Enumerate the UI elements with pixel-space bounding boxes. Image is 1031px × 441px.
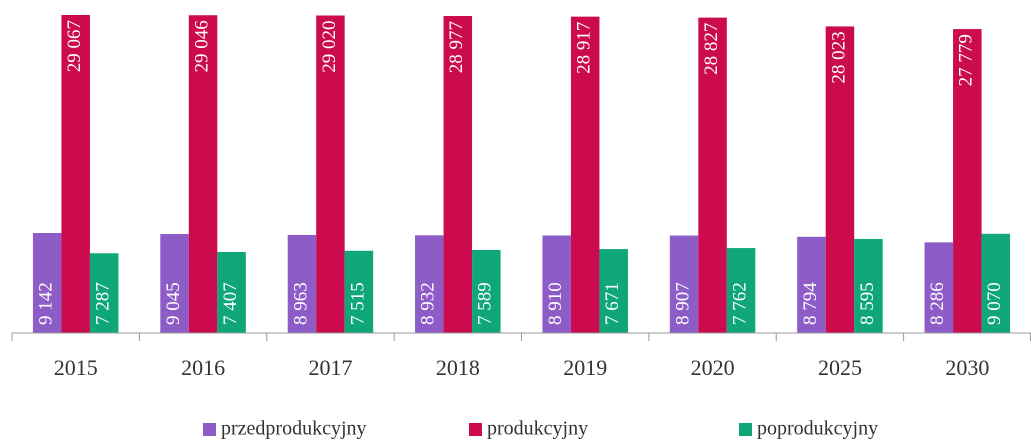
bar: [32, 232, 62, 333]
x-tick-label: 2030: [945, 355, 989, 380]
bar: [599, 249, 628, 333]
value-label: 27 779: [956, 34, 977, 86]
bar: [825, 26, 855, 334]
value-label: 9 070: [984, 282, 1005, 325]
bar: [415, 235, 444, 333]
x-tick-label: 2018: [436, 355, 480, 380]
legend-swatch: [203, 423, 216, 436]
value-label: 28 917: [574, 22, 595, 74]
bar: [797, 236, 826, 333]
bar: [854, 238, 883, 333]
value-label: 7 589: [475, 282, 496, 325]
x-tick-label: 2017: [308, 355, 352, 380]
x-tick-label: 2015: [54, 355, 98, 380]
bar: [726, 248, 756, 333]
bar: [570, 16, 600, 333]
bar: [981, 233, 1011, 333]
x-tick-label: 2020: [691, 355, 735, 380]
bar: [287, 234, 317, 333]
legend-swatch: [469, 423, 482, 436]
value-label: 8 286: [927, 282, 948, 325]
value-label: 28 977: [446, 21, 467, 73]
bar: [316, 15, 345, 334]
value-label: 7 407: [220, 282, 241, 325]
bar: [472, 249, 501, 333]
bar: [924, 242, 954, 333]
bar: [443, 15, 473, 334]
bar: [217, 251, 246, 333]
bar: [698, 17, 727, 333]
legend-label: poprodukcyjny: [757, 418, 878, 440]
value-label: 7 287: [93, 282, 114, 325]
bar: [542, 235, 571, 333]
value-label: 7 515: [347, 282, 368, 325]
bar: [344, 250, 374, 333]
value-label: 29 046: [191, 20, 212, 72]
bar: [669, 235, 699, 333]
value-label: 8 907: [672, 282, 693, 325]
bar: [188, 15, 218, 334]
legend-label: przedprodukcyjny: [221, 418, 367, 440]
value-label: 29 067: [64, 20, 85, 72]
legend-swatch: [739, 423, 752, 436]
bar: [953, 29, 982, 333]
value-label: 7 671: [602, 282, 623, 325]
value-label: 8 595: [857, 282, 878, 325]
bar: [160, 234, 189, 333]
bar: [61, 15, 90, 333]
value-label: 9 045: [163, 282, 184, 325]
value-label: 8 910: [545, 282, 566, 325]
legend-label: produkcyjny: [487, 418, 588, 440]
value-label: 29 020: [319, 21, 340, 73]
value-label: 8 963: [290, 282, 311, 325]
value-label: 28 827: [701, 23, 722, 75]
x-tick-label: 2016: [181, 355, 225, 380]
value-label: 28 023: [828, 31, 849, 83]
value-label: 9 142: [36, 282, 57, 325]
bar: [89, 253, 119, 333]
value-label: 8 932: [418, 282, 439, 325]
value-label: 7 762: [729, 282, 750, 325]
x-tick-label: 2025: [818, 355, 862, 380]
value-label: 8 794: [800, 282, 821, 325]
x-tick-label: 2019: [563, 355, 607, 380]
